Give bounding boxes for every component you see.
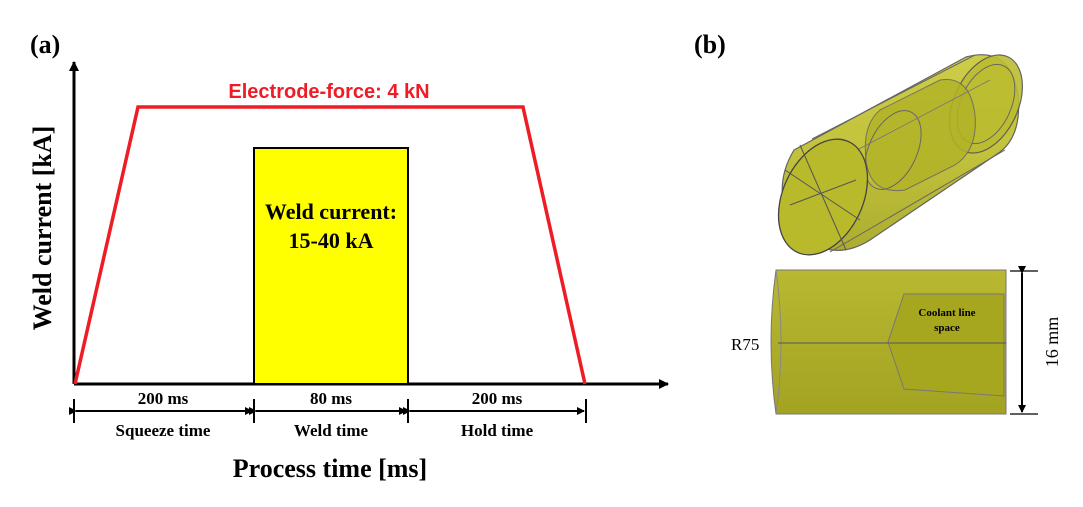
electrode-side-view [770, 269, 1007, 415]
segment-duration-squeeze: 200 ms [138, 389, 189, 408]
weld-current-label-line1: Weld current: [265, 199, 397, 224]
electrode-force-label: Electrode-force: 4 kN [228, 81, 429, 103]
coolant-cavity [887, 293, 1005, 397]
segment-name-weld: Weld time [294, 421, 369, 440]
coolant-label-line1: Coolant line [918, 307, 975, 319]
electrode-force-line [73, 105, 587, 385]
segment-duration-weld: 80 ms [310, 389, 352, 408]
panel-b-label: (b) [694, 30, 726, 59]
x-axis-label: Process time [ms] [233, 454, 427, 483]
segment-duration-hold: 200 ms [472, 389, 523, 408]
segment-name-squeeze: Squeeze time [116, 421, 211, 440]
segment-name-hold: Hold time [461, 421, 534, 440]
y-axis-label: Weld current [kA] [28, 126, 57, 331]
panel-a-label: (a) [30, 30, 60, 59]
dimension-label: 16 mm [1042, 317, 1062, 368]
radius-label: R75 [731, 335, 759, 354]
electrode-isometric-view [777, 54, 1023, 256]
weld-current-label-line2: 15-40 kA [289, 228, 374, 253]
weld-current-pulse [253, 147, 409, 385]
coolant-label-line2: space [934, 322, 960, 334]
